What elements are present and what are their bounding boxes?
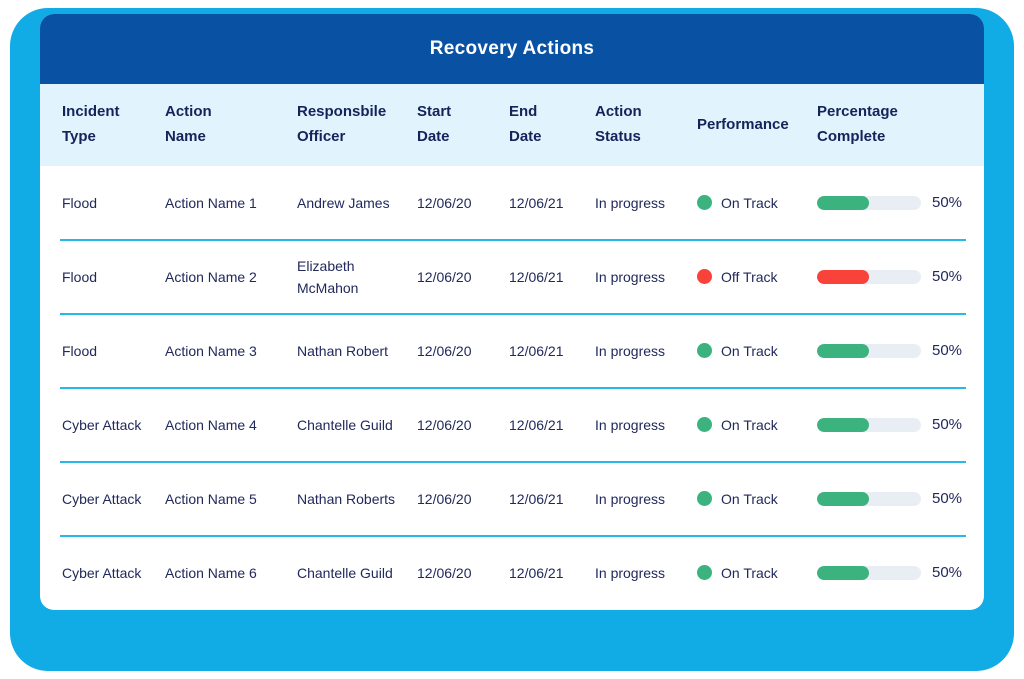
percentage-label: 50%: [932, 416, 963, 433]
performance-status-dot-icon: [697, 195, 712, 211]
performance-label: Off Track: [721, 268, 778, 285]
cell-start-date: 12/06/20: [417, 490, 472, 507]
cell-action-name: Action Name 6: [165, 564, 257, 581]
performance-label: On Track: [721, 564, 778, 581]
percentage-label: 50%: [932, 268, 963, 285]
progress-bar: [817, 418, 921, 432]
column-header-incident_type: Incident Type: [62, 103, 120, 145]
progress-bar: [817, 492, 921, 506]
cell-performance: On Track: [697, 340, 817, 362]
cell-percentage-complete: 50%: [817, 561, 966, 585]
cell-action-name: Action Name 2: [165, 268, 257, 285]
progress-bar-fill: [817, 492, 869, 506]
performance-label: On Track: [721, 342, 778, 359]
cell-end-date: 12/06/21: [509, 564, 564, 581]
cell-action-status: In progress: [595, 268, 666, 285]
progress-bar: [817, 344, 921, 358]
cell-action-name: Action Name 4: [165, 416, 257, 433]
cell-responsible-officer: Chantelle Guild: [297, 416, 393, 433]
cell-action-name: Action Name 3: [165, 342, 257, 359]
cell-start-date: 12/06/20: [417, 194, 472, 211]
performance-label: On Track: [721, 490, 778, 507]
progress-bar-fill: [817, 418, 869, 432]
performance-label: On Track: [721, 416, 778, 433]
cell-end-date: 12/06/21: [509, 194, 564, 211]
column-header-action_name: Action Name: [165, 103, 212, 145]
card-header: Recovery Actions: [40, 14, 984, 84]
cell-incident-type: Cyber Attack: [62, 564, 142, 581]
table-row: Flood Action Name 1 Andrew James 12/06/2…: [40, 166, 984, 240]
table-row: Cyber Attack Action Name 5 Nathan Robert…: [40, 461, 984, 536]
performance-status-dot-icon: [697, 565, 712, 581]
progress-bar: [817, 566, 921, 580]
performance-status-dot-icon: [697, 491, 712, 507]
progress-bar: [817, 270, 921, 284]
cell-action-status: In progress: [595, 416, 666, 433]
cell-performance: On Track: [697, 488, 817, 510]
cell-incident-type: Cyber Attack: [62, 490, 142, 507]
cell-action-name: Action Name 1: [165, 194, 257, 211]
cell-start-date: 12/06/20: [417, 564, 472, 581]
performance-label: On Track: [721, 194, 778, 211]
cell-responsible-officer: Nathan Roberts: [297, 490, 396, 507]
cell-action-status: In progress: [595, 194, 666, 211]
column-header-performance: Performance: [697, 115, 789, 133]
progress-bar-fill: [817, 196, 869, 210]
cell-performance: On Track: [697, 192, 817, 214]
cell-percentage-complete: 50%: [817, 413, 966, 437]
percentage-label: 50%: [932, 194, 963, 211]
cell-end-date: 12/06/21: [509, 490, 564, 507]
cell-end-date: 12/06/21: [509, 268, 564, 285]
performance-status-dot-icon: [697, 343, 712, 359]
cell-action-name: Action Name 5: [165, 490, 257, 507]
cell-incident-type: Cyber Attack: [62, 416, 142, 433]
cell-action-status: In progress: [595, 564, 666, 581]
column-header-officer: Responsbile Officer: [297, 103, 387, 145]
cell-percentage-complete: 50%: [817, 487, 966, 511]
column-header-percent_label: Percentage Complete: [817, 103, 898, 145]
progress-bar-fill: [817, 566, 869, 580]
column-header-status: Action Status: [595, 103, 642, 145]
cell-start-date: 12/06/20: [417, 342, 472, 359]
cell-percentage-complete: 50%: [817, 339, 966, 363]
percentage-label: 50%: [932, 564, 963, 581]
cell-action-status: In progress: [595, 342, 666, 359]
recovery-actions-widget-frame: Recovery Actions Incident Type Action Nam…: [10, 8, 1014, 671]
page-title: Recovery Actions: [429, 38, 595, 59]
cell-percentage-complete: 50%: [817, 191, 966, 215]
column-header-end_date: End Date: [509, 103, 542, 145]
progress-bar: [817, 196, 921, 210]
table-row: Cyber Attack Action Name 6 Chantelle Gui…: [40, 535, 984, 610]
cell-responsible-officer: Nathan Robert: [297, 342, 389, 359]
cell-performance: Off Track: [697, 266, 817, 288]
cell-percentage-complete: 50%: [817, 265, 966, 289]
cell-action-status: In progress: [595, 490, 666, 507]
table-row: Flood Action Name 3 Nathan Robert 12/06/…: [40, 313, 984, 388]
performance-status-dot-icon: [697, 417, 712, 433]
cell-performance: On Track: [697, 562, 817, 584]
progress-bar-fill: [817, 270, 869, 284]
cell-start-date: 12/06/20: [417, 268, 472, 285]
cell-incident-type: Flood: [62, 342, 98, 359]
percentage-label: 50%: [932, 490, 963, 507]
performance-status-dot-icon: [697, 269, 712, 285]
cell-performance: On Track: [697, 414, 817, 436]
cell-end-date: 12/06/21: [509, 342, 564, 359]
percentage-label: 50%: [932, 342, 963, 359]
cell-responsible-officer: Andrew James: [297, 194, 390, 211]
progress-bar-fill: [817, 344, 869, 358]
cell-incident-type: Flood: [62, 194, 98, 211]
recovery-actions-card: Recovery Actions Incident Type Action Nam…: [40, 14, 984, 610]
table-row: Cyber Attack Action Name 4 Chantelle Gui…: [40, 387, 984, 462]
table-body: Flood Action Name 1 Andrew James 12/06/2…: [40, 166, 984, 610]
cell-responsible-officer: Chantelle Guild: [297, 564, 393, 581]
table-row: Flood Action Name 2 Elizabeth McMahon 12…: [40, 239, 984, 314]
cell-incident-type: Flood: [62, 268, 98, 285]
column-header-start_date: Start Date: [417, 103, 452, 145]
cell-start-date: 12/06/20: [417, 416, 472, 433]
cell-end-date: 12/06/21: [509, 416, 564, 433]
cell-responsible-officer: Elizabeth McMahon: [297, 257, 359, 296]
table-header-row: Incident Type Action Name Responsbile Offi…: [40, 84, 984, 166]
